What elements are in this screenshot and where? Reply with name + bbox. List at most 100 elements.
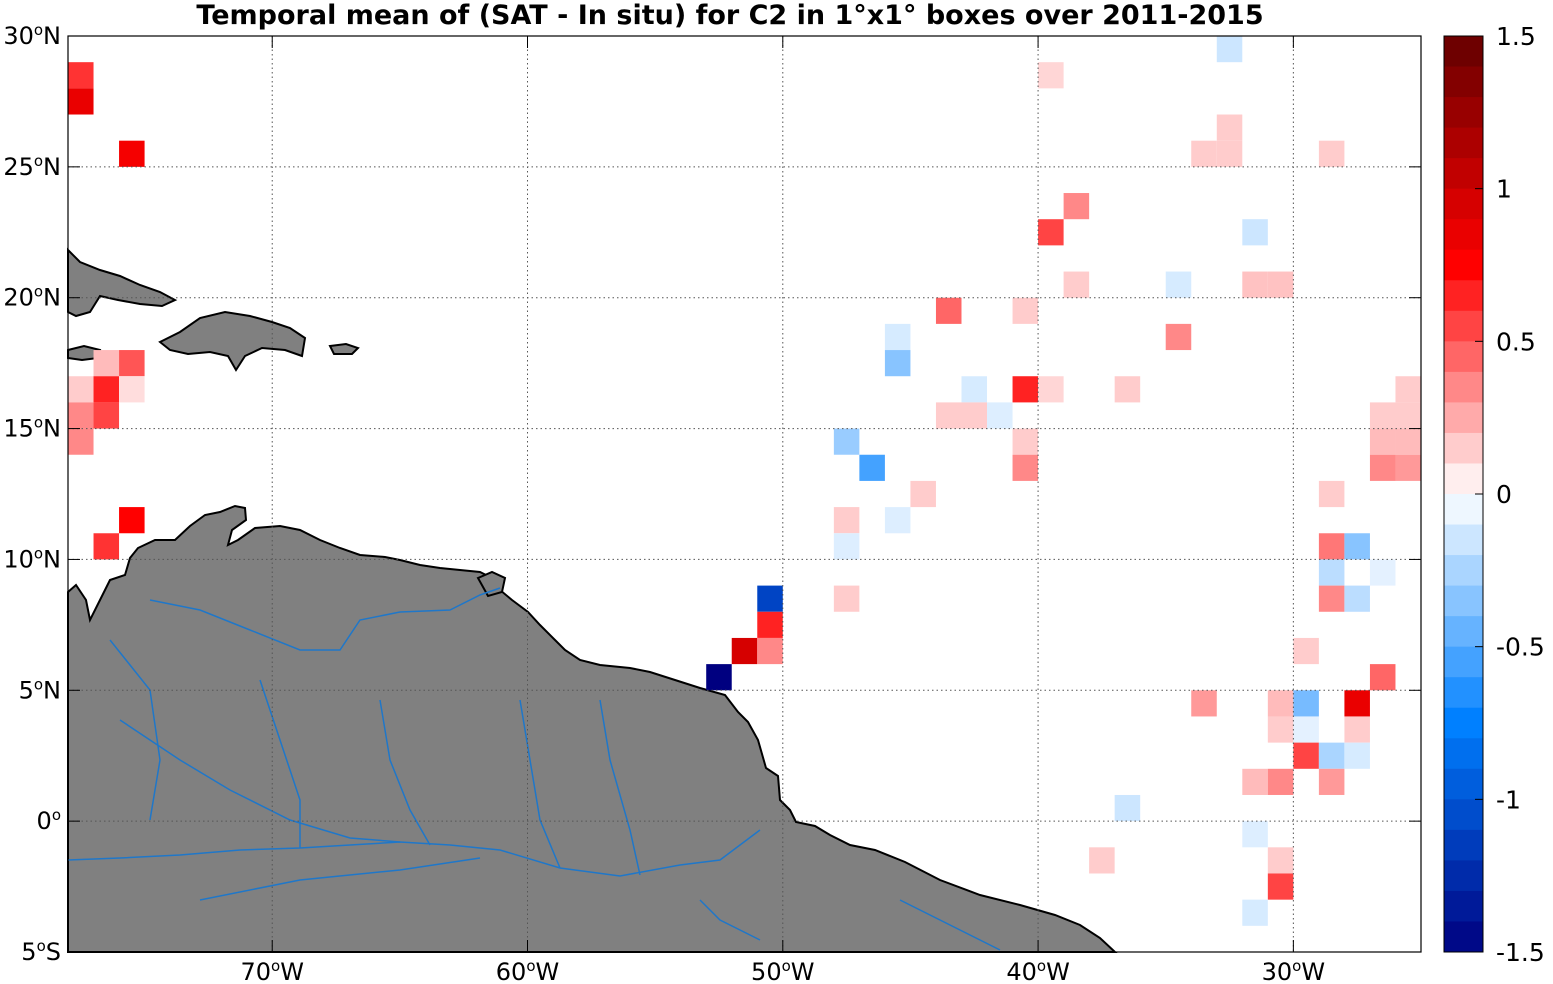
heatmap-cell [987,402,1013,429]
colorbar-step [1444,921,1483,953]
colorbar-tick-label: 0 [1496,480,1512,509]
heatmap-cell [1293,716,1319,743]
heatmap-cell [1369,402,1396,429]
heatmap-cell [1369,454,1396,481]
colorbar-step [1444,768,1483,800]
colorbar-step [1444,219,1483,251]
heatmap-cell [119,350,145,377]
heatmap-cell [1395,428,1421,455]
heatmap-cell [1293,690,1319,717]
tributary-river-1 [379,699,431,846]
heatmap-cell [1344,690,1370,717]
heatmap-cell [1369,559,1396,586]
orinoco-river [149,587,501,651]
tributary-river-6 [899,899,1001,951]
colorbar-step [1444,432,1483,464]
heatmap-cell [1344,533,1370,560]
south-america-land [67,504,1118,953]
puerto-rico-land [328,342,360,355]
tributary-river-3 [599,699,641,876]
colorbar-step [1444,463,1483,495]
colorbar-tick-label: -1.5 [1496,938,1545,967]
heatmap-cell [1395,402,1421,429]
colorbar-step [1444,66,1483,98]
heatmap-cell [1063,271,1090,298]
colorbar-step [1444,402,1483,434]
chart-title: Temporal mean of (SAT - In situ) for C2 … [196,0,1263,31]
lon-tick-label: 30oW [1262,957,1325,984]
heatmap-cell [731,637,758,665]
heatmap-cell [935,297,962,324]
colorbar-step [1444,646,1483,678]
colorbar-tick-label: 0.5 [1496,327,1536,356]
heatmap-cell [833,507,860,534]
heatmap-cell [859,454,885,481]
heatmap-cell [910,480,936,508]
colorbar-labels: 1.5 1 0.5 0 -0.5 -1 -1.5 [1475,22,1545,967]
heatmap-cell [93,533,120,560]
heatmap-cell [1395,376,1421,403]
heatmap-cell [1318,768,1345,795]
gridlines [68,36,1421,952]
heatmap-cell [1318,533,1345,560]
lon-tick-label: 70oW [240,957,303,984]
heatmap-cell [1012,376,1039,403]
colorbar-step [1444,677,1483,709]
colorbar-step [1444,97,1483,129]
heatmap-cell [1293,742,1319,769]
heatmap-cell [1242,271,1268,298]
colorbar-step [1444,829,1483,861]
heatmap-cell [1216,140,1243,167]
heatmap-cell [1267,873,1294,900]
heatmap-cell [1369,428,1396,455]
heatmap-cell [1318,742,1345,769]
colorbar-step [1444,524,1483,556]
heatmap-cell [1318,140,1345,167]
heatmap-cell [884,350,911,377]
colorbar-step [1444,738,1483,770]
heatmap-cell [833,428,860,455]
heatmap-cell [757,637,783,665]
heatmap-cell [706,664,732,691]
plot-area [67,35,1422,953]
heatmap-cell [93,350,120,377]
colorbar-step [1444,310,1483,342]
colorbar-step [1444,371,1483,403]
colorbar-step [1444,555,1483,587]
colorbar-step [1444,494,1483,526]
heatmap-cell [68,62,94,89]
tributary-river-2 [519,699,561,869]
negro-river [119,719,401,843]
heatmap-cell [1216,114,1243,141]
heatmap-cell [1012,454,1039,481]
longitude-labels: 70oW 60oW 50oW 40oW 30oW [240,957,1325,984]
heatmap-cell [68,376,94,403]
cuba-land [67,247,178,318]
colorbar-step [1444,890,1483,922]
heatmap-cell [1012,297,1039,324]
colorbar-step [1444,860,1483,892]
colorbar-step [1444,707,1483,739]
colorbar-tick-label: 1 [1496,175,1512,204]
heatmap-cell [1038,219,1064,246]
tributary-river-4 [199,857,481,901]
heatmap-cell [1267,847,1294,874]
heatmap-cell [1216,36,1243,63]
heatmap-cell [1318,585,1345,612]
heatmap-cell [1165,271,1192,298]
heatmap-cell [1267,716,1294,743]
heatmap-cell [1318,480,1345,508]
heatmap-cell [1191,140,1217,167]
heatmap-cell [1038,376,1064,403]
axis-ticks [68,35,1421,953]
heatmap-cell [1267,768,1294,795]
tributary-river-7 [109,639,161,821]
heatmap-cell [1038,62,1064,89]
colorbar-step [1444,799,1483,831]
heatmap-cell [1369,664,1396,691]
lat-tick-label: 5oS [21,937,61,966]
colorbar-step [1444,616,1483,648]
heatmap-cell [1344,716,1370,743]
tributary-river-8 [259,679,301,848]
